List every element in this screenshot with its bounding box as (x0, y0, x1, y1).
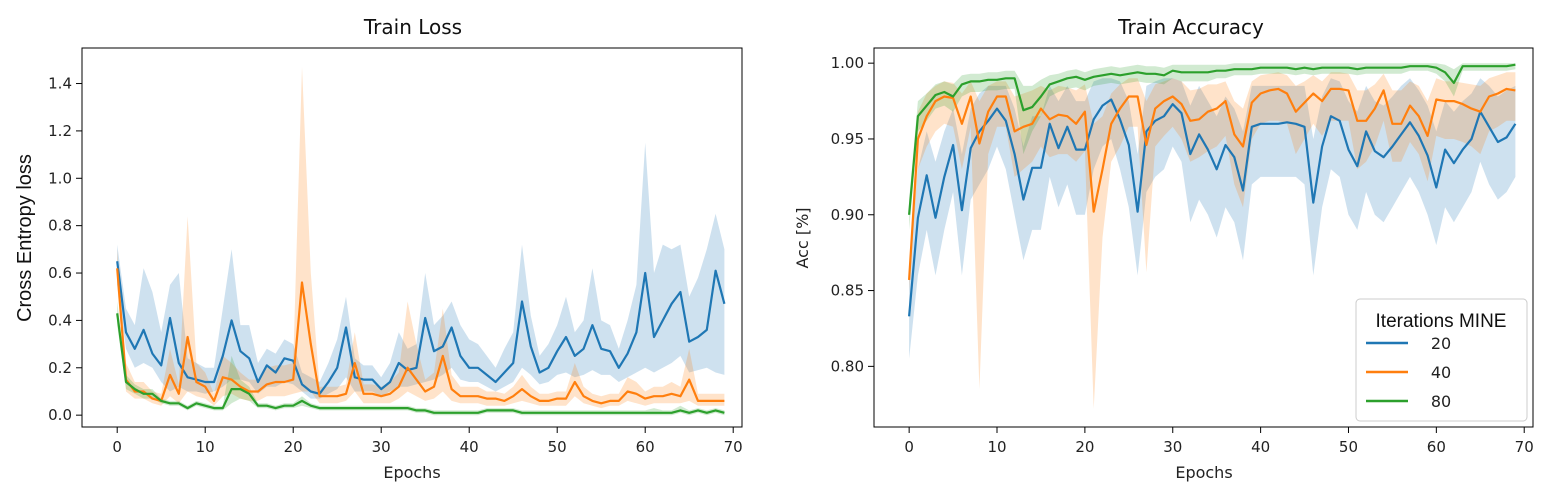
x-tick-label: 60 (1427, 438, 1446, 456)
y-tick-label: 1.2 (48, 122, 72, 140)
y-tick-label: 0.85 (831, 282, 864, 300)
y-tick-label: 0.4 (48, 311, 72, 329)
x-tick-label: 60 (636, 438, 655, 456)
loss-series-lines (116, 261, 726, 414)
line-series-80 (908, 63, 1516, 215)
train-accuracy-title: Train Accuracy (1117, 15, 1264, 39)
accuracy-x-axis-label: Epochs (1175, 463, 1232, 482)
legend-label-40: 40 (1431, 363, 1451, 382)
legend-box (1355, 298, 1528, 422)
train-accuracy-chart: Train Accuracy 0 10 20 30 40 50 60 70 0.800.850… (793, 15, 1534, 482)
x-tick-label: 0 (904, 438, 914, 456)
x-tick-label: 20 (1075, 438, 1094, 456)
y-tick-label: 0.2 (48, 359, 72, 377)
y-tick-label: 1.00 (831, 54, 864, 72)
y-tick-label: 0.6 (48, 264, 72, 282)
legend: Iterations MINE 20 40 80 (1355, 298, 1528, 422)
band-series-20 (117, 142, 725, 399)
x-tick-label: 10 (987, 438, 1006, 456)
accuracy-series-lines (908, 63, 1517, 317)
x-tick-label: 10 (196, 438, 215, 456)
loss-y-axis-label: Cross Entropy loss (14, 154, 36, 322)
x-tick-label: 40 (1251, 438, 1270, 456)
y-tick-label: 0.90 (831, 206, 864, 224)
accuracy-plot-frame (873, 47, 1534, 428)
x-tick-label: 0 (112, 438, 122, 456)
train-loss-title: Train Loss (363, 15, 462, 39)
x-tick-label: 70 (724, 438, 743, 456)
line-series-40 (908, 87, 1516, 280)
x-tick-label: 40 (460, 438, 479, 456)
line-series-80 (116, 313, 725, 414)
band-series-40 (909, 72, 1516, 409)
loss-confidence-bands (117, 66, 725, 416)
legend-label-80: 80 (1431, 392, 1451, 411)
y-tick-label: 1.4 (48, 75, 72, 93)
train-loss-chart: Train Loss 0 10 20 30 40 50 60 70 0.00.20.40.60… (14, 15, 743, 482)
x-tick-label: 50 (1339, 438, 1358, 456)
y-tick-label: 0.95 (831, 130, 864, 148)
accuracy-y-ticks: 0.80 0.85 0.90 0.95 1.00 (831, 54, 874, 375)
loss-y-ticks: 0.0 0.2 0.4 0.6 0.8 1.0 1.2 1.4 (48, 75, 82, 424)
y-tick-label: 0.80 (831, 357, 864, 375)
x-tick-label: 30 (372, 438, 391, 456)
x-tick-label: 30 (1163, 438, 1182, 456)
y-tick-label: 0.8 (48, 217, 72, 235)
loss-x-axis-label: Epochs (383, 463, 440, 482)
line-series-40 (116, 268, 725, 405)
y-tick-label: 1.0 (48, 169, 72, 187)
legend-label-20: 20 (1431, 334, 1451, 353)
line-series-20 (116, 261, 726, 395)
y-tick-label: 0.0 (48, 406, 72, 424)
legend-title: Iterations MINE (1376, 311, 1507, 332)
loss-x-ticks: 0 10 20 30 40 50 60 70 (112, 427, 743, 456)
x-tick-label: 50 (548, 438, 567, 456)
loss-plot-frame (81, 47, 743, 428)
x-tick-label: 70 (1515, 438, 1534, 456)
line-series-20 (908, 98, 1517, 317)
accuracy-y-axis-label: Acc [%] (793, 207, 812, 268)
x-tick-label: 20 (284, 438, 303, 456)
band-series-20 (909, 78, 1516, 359)
accuracy-x-ticks: 0 10 20 30 40 50 60 70 (904, 427, 1534, 456)
